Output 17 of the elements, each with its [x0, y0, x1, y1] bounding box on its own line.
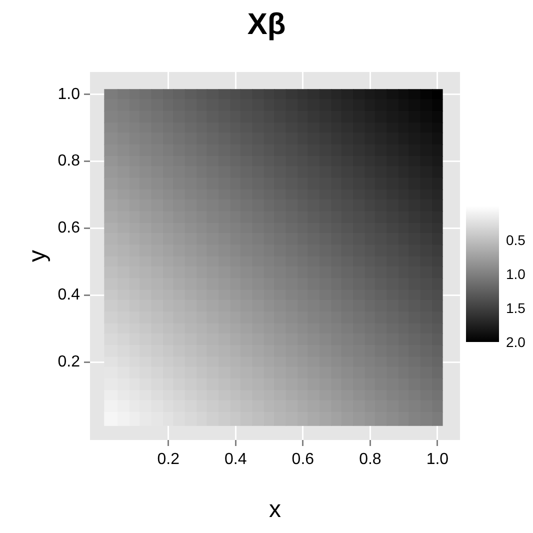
- x-tick-label: 0.8: [359, 451, 382, 468]
- y-tick-label: 1.0: [58, 86, 80, 103]
- x-tick-label: 0.4: [224, 451, 247, 468]
- y-tick-label: 0.6: [58, 220, 80, 237]
- x-tick-label: 0.6: [292, 451, 314, 468]
- y-tick-label: 0.8: [58, 152, 80, 170]
- y-axis-title: y: [24, 250, 52, 262]
- y-tick-label: 0.4: [58, 286, 80, 304]
- y-tick-label: 0.2: [58, 353, 80, 370]
- color-bar-label: 1.5: [506, 300, 526, 316]
- x-tick-label: 0.2: [157, 451, 180, 468]
- chart-title: Xβ: [246, 8, 287, 42]
- color-bar-label: 0.5: [506, 232, 526, 248]
- x-tick-label: 1.0: [426, 451, 449, 468]
- color-bar-label: 2.0: [506, 334, 526, 350]
- x-axis-title: x: [269, 496, 281, 524]
- color-bar-label: 1.0: [506, 266, 526, 282]
